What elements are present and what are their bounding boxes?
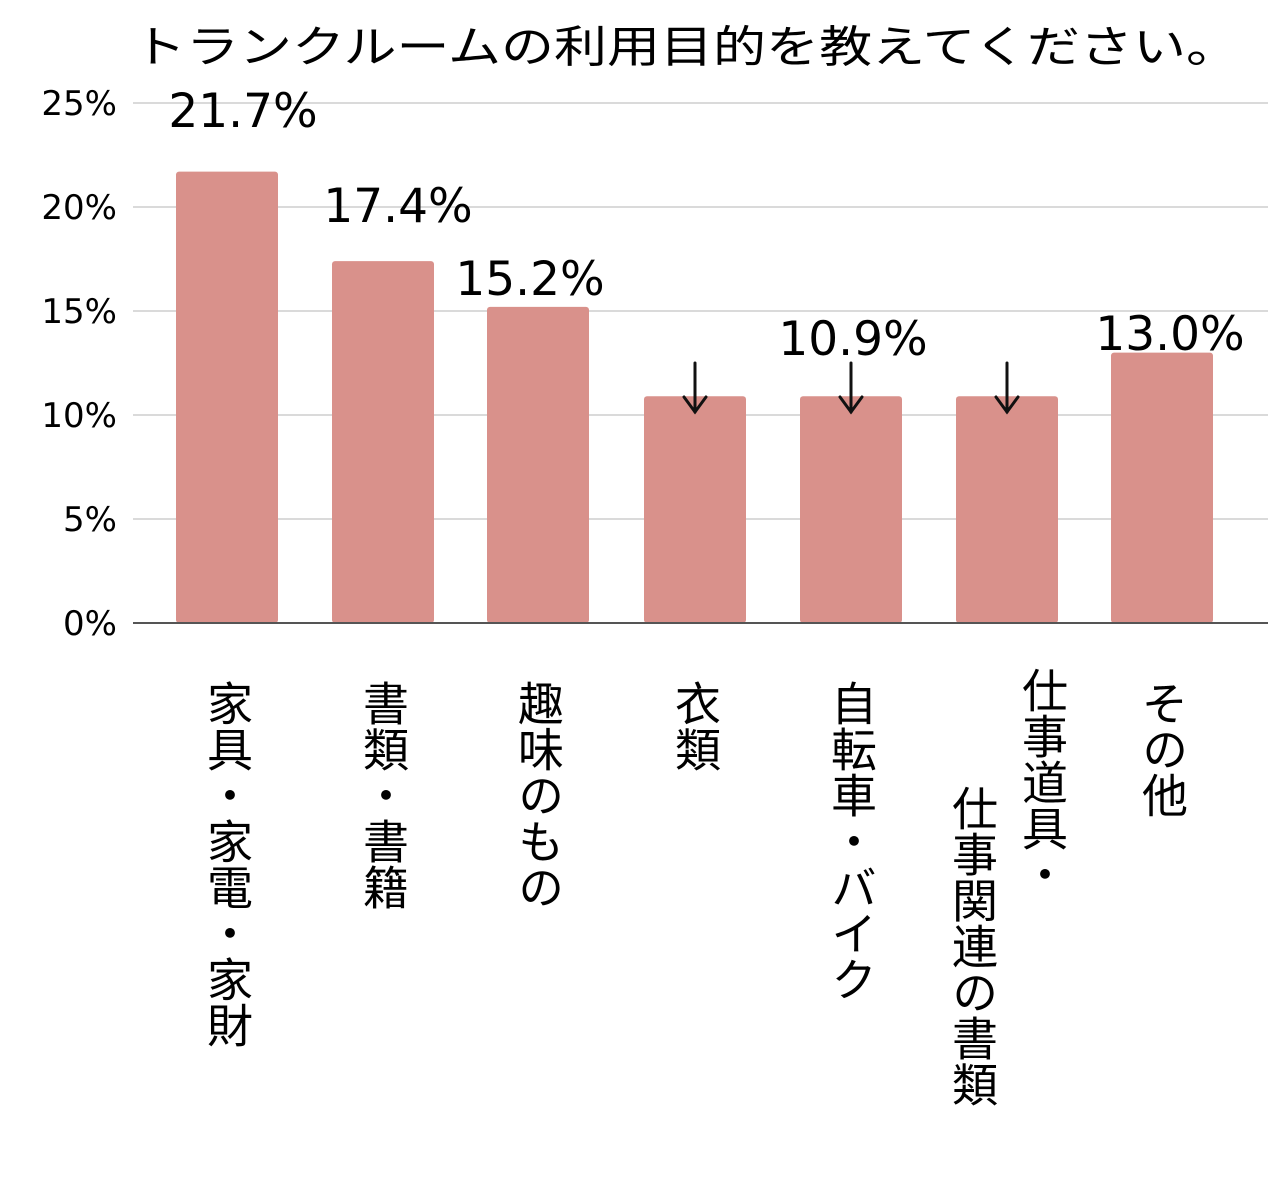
y-tick-label: 0% xyxy=(63,604,117,644)
category-label: 仕事道具・ xyxy=(1015,667,1069,897)
bar xyxy=(487,306,589,623)
bars xyxy=(176,171,1213,623)
value-label: 10.9% xyxy=(778,312,927,367)
category-label: その他 xyxy=(1135,680,1189,818)
y-tick-label: 15% xyxy=(41,292,117,332)
down-arrow-icon xyxy=(682,361,708,415)
bar xyxy=(332,261,434,623)
value-label: 13.0% xyxy=(1095,307,1244,362)
value-label: 17.4% xyxy=(323,179,472,234)
y-tick-label: 10% xyxy=(41,396,117,436)
chart-title: トランクルームの利用目的を教えてください。 xyxy=(133,22,1239,73)
value-label: 15.2% xyxy=(455,252,604,307)
category-label: 自転車・バイク xyxy=(824,680,878,1002)
down-arrow-icon xyxy=(994,361,1020,415)
down-arrow-icon xyxy=(838,361,864,415)
bar xyxy=(176,171,278,623)
category-label: 書類・書籍 xyxy=(356,680,410,910)
category-label: 衣類 xyxy=(668,680,722,772)
value-label: 21.7% xyxy=(168,84,317,139)
bar xyxy=(644,396,746,623)
gridlines xyxy=(133,102,1268,520)
category-label: 家具・家電・家財 xyxy=(200,680,254,1048)
bar xyxy=(956,396,1058,623)
y-axis-ticks: 0% 5% 10% 15% 20% 25% xyxy=(41,84,117,644)
bar xyxy=(800,396,902,623)
bar xyxy=(1111,352,1213,623)
category-label: 趣味のもの xyxy=(511,680,565,910)
arrows xyxy=(682,361,1020,415)
category-labels: 家具・家電・家財 書類・書籍 趣味のもの 衣類 自転車・バイク 仕事道具・仕事関連の書類 そ… xyxy=(200,667,1189,1107)
y-tick-label: 25% xyxy=(41,84,117,124)
y-tick-label: 5% xyxy=(63,500,117,540)
category-label: 仕事関連の書類 xyxy=(945,785,999,1107)
value-labels: 21.7%17.4% 15.2% 10.9% 13.0% xyxy=(168,84,1244,367)
y-tick-label: 20% xyxy=(41,188,117,228)
